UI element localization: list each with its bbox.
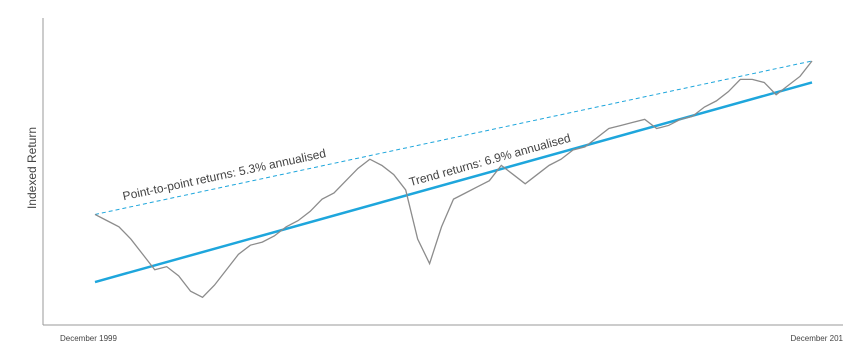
x-tick-label: December 201	[791, 334, 843, 343]
y-axis-label: Indexed Return	[25, 127, 39, 209]
annotation: Point-to-point returns: 5.3% annualised	[121, 146, 327, 203]
point-to-point-line	[94, 60, 813, 215]
x-tick-label: December 1999	[60, 334, 117, 343]
series-line	[94, 60, 813, 299]
